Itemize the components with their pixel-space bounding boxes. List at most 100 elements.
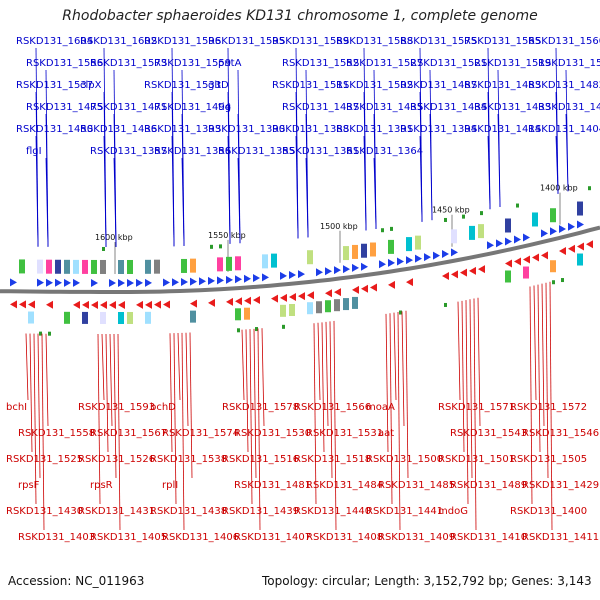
reverse-gene-arrow [271, 294, 278, 303]
forward-gene-arrow [541, 229, 548, 238]
feature-block [352, 244, 358, 259]
forward-gene-arrow [550, 227, 557, 236]
reverse-gene-label: RSKD131_1430 [6, 506, 83, 517]
feature-block [190, 310, 196, 323]
forward-gene-label: RSKD131_1527 [346, 58, 423, 69]
forward-gene-label: RSKD131_1559 [154, 58, 231, 69]
reverse-gene-label: RSKD131_1516 [222, 454, 299, 465]
reverse-gene-arrow [244, 296, 251, 305]
reverse-leader-line [393, 312, 397, 401]
feature-block [100, 259, 106, 274]
feature-block [100, 311, 106, 324]
feature-block [226, 256, 232, 271]
forward-gene-label: RSKD131_1514 [538, 58, 600, 69]
reverse-gene-label: RSKD131_1558 [18, 428, 95, 439]
forward-gene-label: RSKD131_1414 [464, 124, 541, 135]
reverse-gene-arrow [280, 293, 287, 302]
forward-gene-arrow [10, 278, 17, 287]
reverse-gene-label: RSKD131_1400 [510, 506, 587, 517]
feature-block [316, 301, 322, 314]
kbp-label: 1600 kbp [95, 233, 133, 242]
reverse-gene-label: RSKD131_1438 [150, 506, 227, 517]
reverse-leader-line [549, 281, 553, 531]
reverse-gene-arrow [388, 280, 395, 289]
marker [588, 186, 591, 191]
reverse-gene-arrow [352, 285, 359, 294]
reverse-leader-line [173, 333, 177, 505]
reverse-leader-line [113, 333, 117, 479]
forward-gene-arrow [451, 248, 458, 257]
reverse-gene-arrow [577, 242, 584, 251]
feature-block [118, 259, 124, 274]
forward-gene-label: RSKD131_1560 [528, 36, 600, 47]
forward-gene-arrow [298, 270, 305, 279]
feature-block [55, 259, 61, 274]
reverse-gene-arrow [541, 251, 548, 260]
marker [390, 226, 393, 231]
forward-leader-line [497, 113, 501, 208]
reverse-leader-line [185, 332, 189, 427]
reverse-gene-arrow [370, 283, 377, 292]
marker [255, 327, 258, 332]
forward-gene-arrow [514, 235, 521, 244]
forward-leader-line [429, 113, 433, 221]
forward-gene-arrow [244, 274, 251, 283]
reverse-gene-arrow [559, 247, 566, 256]
feature-block [334, 299, 340, 312]
feature-block [388, 239, 394, 254]
forward-leader-line [363, 135, 367, 231]
forward-leader-line [45, 157, 49, 247]
forward-leader-line [181, 157, 185, 246]
marker [516, 203, 519, 208]
reverse-leader-line [405, 310, 409, 479]
reverse-leader-line [249, 329, 253, 505]
marker [39, 331, 42, 336]
reverse-leader-line [397, 312, 401, 531]
reverse-gene-label: mdoG [438, 506, 468, 517]
feature-block [532, 212, 538, 227]
reverse-gene-arrow [586, 240, 593, 249]
feature-block [523, 266, 529, 279]
reverse-gene-arrow [109, 300, 116, 309]
forward-gene-arrow [523, 233, 530, 242]
feature-block [343, 246, 349, 261]
forward-gene-arrow [433, 251, 440, 260]
forward-gene-arrow [199, 277, 206, 286]
reverse-gene-label: rpsR [90, 480, 113, 491]
reverse-gene-label: RSKD131_1439 [222, 506, 299, 517]
forward-gene-label: RSKD131_1391 [336, 124, 413, 135]
reverse-gene-arrow [523, 255, 530, 264]
forward-gene-arrow [136, 278, 143, 287]
reverse-gene-arrow [145, 300, 152, 309]
forward-gene-arrow [190, 277, 197, 286]
feature-block [91, 259, 97, 274]
reverse-gene-label: RSKD131_1571 [438, 402, 515, 413]
marker [210, 244, 213, 249]
forward-gene-label: RSKD131_1361 [282, 146, 359, 157]
forward-gene-arrow [289, 271, 296, 280]
forward-gene-arrow [172, 278, 179, 287]
reverse-leader-line [317, 322, 321, 401]
forward-gene-label: RSKD131_1355 [218, 146, 295, 157]
reverse-gene-arrow [136, 300, 143, 309]
reverse-gene-arrow [442, 271, 449, 280]
forward-gene-label: RSKD131_1556 [26, 58, 103, 69]
marker [219, 244, 222, 249]
forward-gene-arrow [217, 276, 224, 285]
reverse-gene-arrow [253, 296, 260, 305]
forward-gene-label: RSKD131_1519 [474, 58, 551, 69]
forward-gene-arrow [325, 267, 332, 276]
feature-block [190, 258, 196, 273]
forward-gene-label: RSKD131_1394 [400, 124, 477, 135]
page-title: Rhodobacter sphaeroides KD131 chromosome… [62, 8, 538, 24]
forward-gene-label: clpX [80, 80, 102, 91]
forward-gene-arrow [577, 220, 584, 229]
chromosome-backbone [0, 225, 600, 294]
reverse-gene-arrow [163, 300, 170, 309]
feature-block [82, 259, 88, 274]
forward-leader-line [171, 135, 175, 247]
forward-gene-label: RSKD131_1435 [346, 102, 423, 113]
reverse-leader-line [469, 299, 473, 479]
